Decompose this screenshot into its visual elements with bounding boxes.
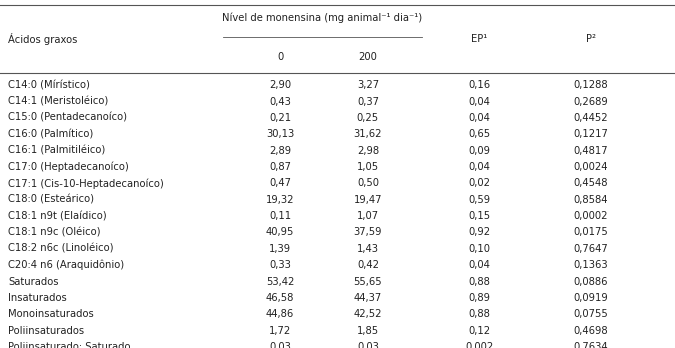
Text: 1,85: 1,85 — [357, 326, 379, 335]
Text: 0,87: 0,87 — [269, 162, 291, 172]
Text: 0,7647: 0,7647 — [573, 244, 608, 254]
Text: 1,43: 1,43 — [357, 244, 379, 254]
Text: 0,7634: 0,7634 — [573, 342, 608, 348]
Text: 0,03: 0,03 — [357, 342, 379, 348]
Text: C18:1 n9c (Oléico): C18:1 n9c (Oléico) — [8, 228, 101, 237]
Text: 0,1217: 0,1217 — [573, 129, 608, 139]
Text: 0,4452: 0,4452 — [573, 113, 608, 123]
Text: 0,21: 0,21 — [269, 113, 291, 123]
Text: 0,1363: 0,1363 — [573, 260, 608, 270]
Text: 1,72: 1,72 — [269, 326, 291, 335]
Text: 31,62: 31,62 — [354, 129, 382, 139]
Text: 0,88: 0,88 — [468, 277, 490, 286]
Text: 200: 200 — [358, 53, 377, 62]
Text: 0,15: 0,15 — [468, 211, 490, 221]
Text: 40,95: 40,95 — [266, 228, 294, 237]
Text: Insaturados: Insaturados — [8, 293, 67, 303]
Text: 19,32: 19,32 — [266, 195, 294, 205]
Text: 1,07: 1,07 — [357, 211, 379, 221]
Text: 55,65: 55,65 — [354, 277, 382, 286]
Text: Monoinsaturados: Monoinsaturados — [8, 309, 94, 319]
Text: 0,04: 0,04 — [468, 162, 490, 172]
Text: 44,37: 44,37 — [354, 293, 382, 303]
Text: 0,12: 0,12 — [468, 326, 490, 335]
Text: Nível de monensina (mg animal⁻¹ dia⁻¹): Nível de monensina (mg animal⁻¹ dia⁻¹) — [222, 12, 423, 23]
Text: 0,04: 0,04 — [468, 260, 490, 270]
Text: C18:0 (Esteárico): C18:0 (Esteárico) — [8, 195, 94, 205]
Text: P²: P² — [586, 34, 595, 44]
Text: 0,43: 0,43 — [269, 97, 291, 106]
Text: 0,11: 0,11 — [269, 211, 291, 221]
Text: 0,10: 0,10 — [468, 244, 490, 254]
Text: 0,59: 0,59 — [468, 195, 490, 205]
Text: 0,4548: 0,4548 — [573, 179, 608, 188]
Text: 0,33: 0,33 — [269, 260, 291, 270]
Text: 0,8584: 0,8584 — [573, 195, 608, 205]
Text: 0,4698: 0,4698 — [573, 326, 608, 335]
Text: C16:1 (Palmitiléico): C16:1 (Palmitiléico) — [8, 146, 105, 156]
Text: 0,0175: 0,0175 — [573, 228, 608, 237]
Text: 0,42: 0,42 — [357, 260, 379, 270]
Text: C17:1 (Cis-10-Heptadecanoíco): C17:1 (Cis-10-Heptadecanoíco) — [8, 178, 164, 189]
Text: 42,52: 42,52 — [354, 309, 382, 319]
Text: 44,86: 44,86 — [266, 309, 294, 319]
Text: 0,0755: 0,0755 — [573, 309, 608, 319]
Text: C16:0 (Palmítico): C16:0 (Palmítico) — [8, 129, 93, 139]
Text: 0,65: 0,65 — [468, 129, 490, 139]
Text: Saturados: Saturados — [8, 277, 59, 286]
Text: 0,04: 0,04 — [468, 113, 490, 123]
Text: 0,92: 0,92 — [468, 228, 490, 237]
Text: 0,0002: 0,0002 — [573, 211, 608, 221]
Text: 2,90: 2,90 — [269, 80, 291, 90]
Text: 0,25: 0,25 — [357, 113, 379, 123]
Text: C18:1 n9t (Elaídico): C18:1 n9t (Elaídico) — [8, 211, 107, 221]
Text: 0,03: 0,03 — [269, 342, 291, 348]
Text: 0: 0 — [277, 53, 284, 62]
Text: 0,16: 0,16 — [468, 80, 490, 90]
Text: 0,2689: 0,2689 — [573, 97, 608, 106]
Text: 1,05: 1,05 — [357, 162, 379, 172]
Text: 0,02: 0,02 — [468, 179, 490, 188]
Text: C18:2 n6c (Linoléico): C18:2 n6c (Linoléico) — [8, 244, 113, 254]
Text: 53,42: 53,42 — [266, 277, 294, 286]
Text: 0,0886: 0,0886 — [573, 277, 608, 286]
Text: C14:1 (Meristoléico): C14:1 (Meristoléico) — [8, 97, 109, 106]
Text: C15:0 (Pentadecanoíco): C15:0 (Pentadecanoíco) — [8, 113, 127, 123]
Text: 37,59: 37,59 — [354, 228, 382, 237]
Text: 3,27: 3,27 — [357, 80, 379, 90]
Text: C14:0 (Mírístico): C14:0 (Mírístico) — [8, 80, 90, 90]
Text: C17:0 (Heptadecanoíco): C17:0 (Heptadecanoíco) — [8, 162, 129, 172]
Text: 2,89: 2,89 — [269, 146, 291, 156]
Text: 30,13: 30,13 — [266, 129, 294, 139]
Text: 0,47: 0,47 — [269, 179, 291, 188]
Text: 0,0919: 0,0919 — [573, 293, 608, 303]
Text: C20:4 n6 (Araquidônio): C20:4 n6 (Araquidônio) — [8, 260, 124, 270]
Text: 1,39: 1,39 — [269, 244, 291, 254]
Text: 0,89: 0,89 — [468, 293, 490, 303]
Text: 0,37: 0,37 — [357, 97, 379, 106]
Text: Poliinsaturado: Saturado: Poliinsaturado: Saturado — [8, 342, 130, 348]
Text: 0,4817: 0,4817 — [573, 146, 608, 156]
Text: 0,0024: 0,0024 — [573, 162, 608, 172]
Text: 0,09: 0,09 — [468, 146, 490, 156]
Text: Poliinsaturados: Poliinsaturados — [8, 326, 84, 335]
Text: 0,1288: 0,1288 — [573, 80, 608, 90]
Text: 19,47: 19,47 — [354, 195, 382, 205]
Text: 46,58: 46,58 — [266, 293, 294, 303]
Text: 0,88: 0,88 — [468, 309, 490, 319]
Text: 0,50: 0,50 — [357, 179, 379, 188]
Text: 0,002: 0,002 — [465, 342, 493, 348]
Text: Ácidos graxos: Ácidos graxos — [8, 33, 78, 45]
Text: 2,98: 2,98 — [357, 146, 379, 156]
Text: EP¹: EP¹ — [471, 34, 487, 44]
Text: 0,04: 0,04 — [468, 97, 490, 106]
